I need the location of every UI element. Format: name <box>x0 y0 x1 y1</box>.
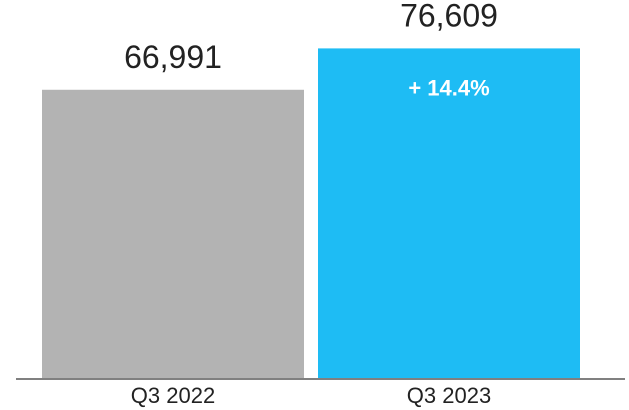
bars-layer <box>42 48 580 379</box>
labels-layer: 66,991 Q3 2022 76,609 Q3 2023 + 14.4% <box>124 0 498 408</box>
value-label-q3-2023: 76,609 <box>400 0 498 33</box>
bar-q3-2022 <box>42 89 304 379</box>
growth-annotation: + 14.4% <box>408 75 489 100</box>
bar-q3-2023 <box>318 48 580 379</box>
x-tick-label-q3-2023: Q3 2023 <box>407 383 491 408</box>
value-label-q3-2022: 66,991 <box>124 39 222 75</box>
x-tick-label-q3-2022: Q3 2022 <box>131 383 215 408</box>
